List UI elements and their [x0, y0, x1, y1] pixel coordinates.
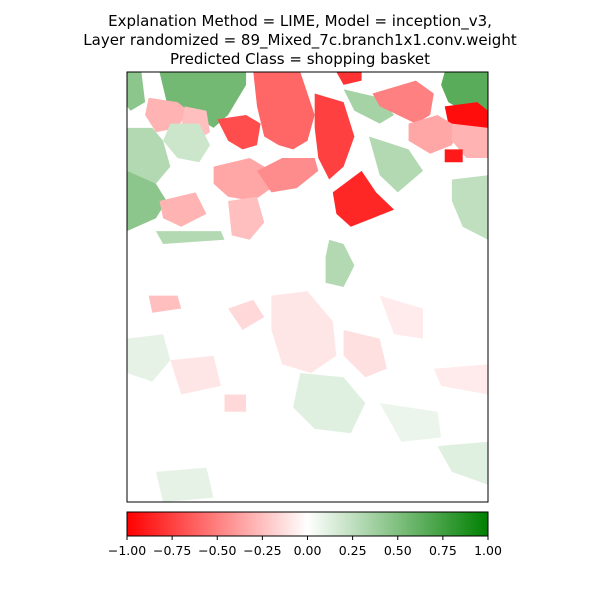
colorbar-gradient — [127, 512, 488, 536]
heatmap-segment-7 — [314, 93, 355, 180]
colorbar: −1.00 −0.75 −0.50 −0.25 0.00 0.25 0.50 0.75 1.00 — [108, 511, 502, 558]
colorbar-tick-label-7: 0.75 — [429, 543, 457, 558]
colorbar-tick-label-4: 0.00 — [294, 543, 322, 558]
heatmap-segment-37 — [437, 441, 488, 485]
title-line-2: Layer randomized = 89_Mixed_7c.branch1x1… — [83, 31, 517, 49]
heatmap-segment-26 — [325, 239, 355, 287]
heatmap-segment-8 — [336, 72, 362, 85]
chart-title: Explanation Method = LIME, Model = incep… — [0, 12, 600, 69]
heatmap-segment-5 — [217, 115, 261, 150]
heatmap-segment-1 — [159, 72, 247, 128]
heatmap-segment-31 — [379, 295, 423, 339]
heatmap-segment-36 — [379, 403, 442, 442]
heatmap-frame — [126, 71, 489, 503]
colorbar-tick-label-6: 0.50 — [384, 543, 412, 558]
heatmap-segment-21 — [368, 136, 423, 193]
heatmap-segment-34 — [224, 394, 247, 412]
heatmap-segment-25 — [155, 231, 225, 244]
heatmap-segment-38 — [433, 364, 488, 395]
title-line-3: Predicted Class = shopping basket — [169, 50, 431, 68]
colorbar-tick-label-2: −0.50 — [198, 543, 236, 558]
heatmap-segment-2 — [253, 72, 315, 150]
heatmap-segment-30 — [343, 330, 387, 378]
heatmap-segment-16 — [127, 127, 171, 184]
colorbar-tick-label-3: −0.25 — [243, 543, 281, 558]
heatmap-segment-13 — [408, 115, 460, 154]
heatmap-segment-15 — [444, 149, 463, 163]
heatmap-segment-24 — [159, 192, 207, 227]
heatmap-segment-22 — [451, 175, 488, 240]
colorbar-tick-label-0: −1.00 — [108, 543, 146, 558]
heatmap-segment-0 — [127, 72, 146, 111]
heatmap-segment-39 — [155, 467, 214, 502]
heatmap-segment-20 — [332, 170, 395, 227]
colorbar-tick-label-5: 0.25 — [339, 543, 367, 558]
heatmap-segment-23 — [228, 196, 265, 240]
heatmap-segment-10 — [372, 80, 434, 124]
heatmap-segment-18 — [213, 158, 272, 201]
heatmap-segment-32 — [127, 334, 171, 382]
heatmap-segment-35 — [293, 373, 366, 434]
heatmap-segment-19 — [257, 158, 319, 193]
heatmap-segment-27 — [148, 295, 182, 313]
heatmap-segment-28 — [228, 299, 265, 330]
heatmap-segment-6 — [163, 123, 210, 163]
title-line-1: Explanation Method = LIME, Model = incep… — [108, 12, 492, 30]
heatmap-segment-17 — [127, 170, 167, 232]
heatmap — [127, 72, 488, 502]
heatmap-segment-9 — [343, 89, 395, 124]
heatmap-segment-33 — [170, 355, 221, 395]
heatmap-segment-29 — [271, 291, 337, 373]
colorbar-tick-label-8: 1.00 — [474, 543, 502, 558]
colorbar-tick-label-1: −0.75 — [153, 543, 191, 558]
